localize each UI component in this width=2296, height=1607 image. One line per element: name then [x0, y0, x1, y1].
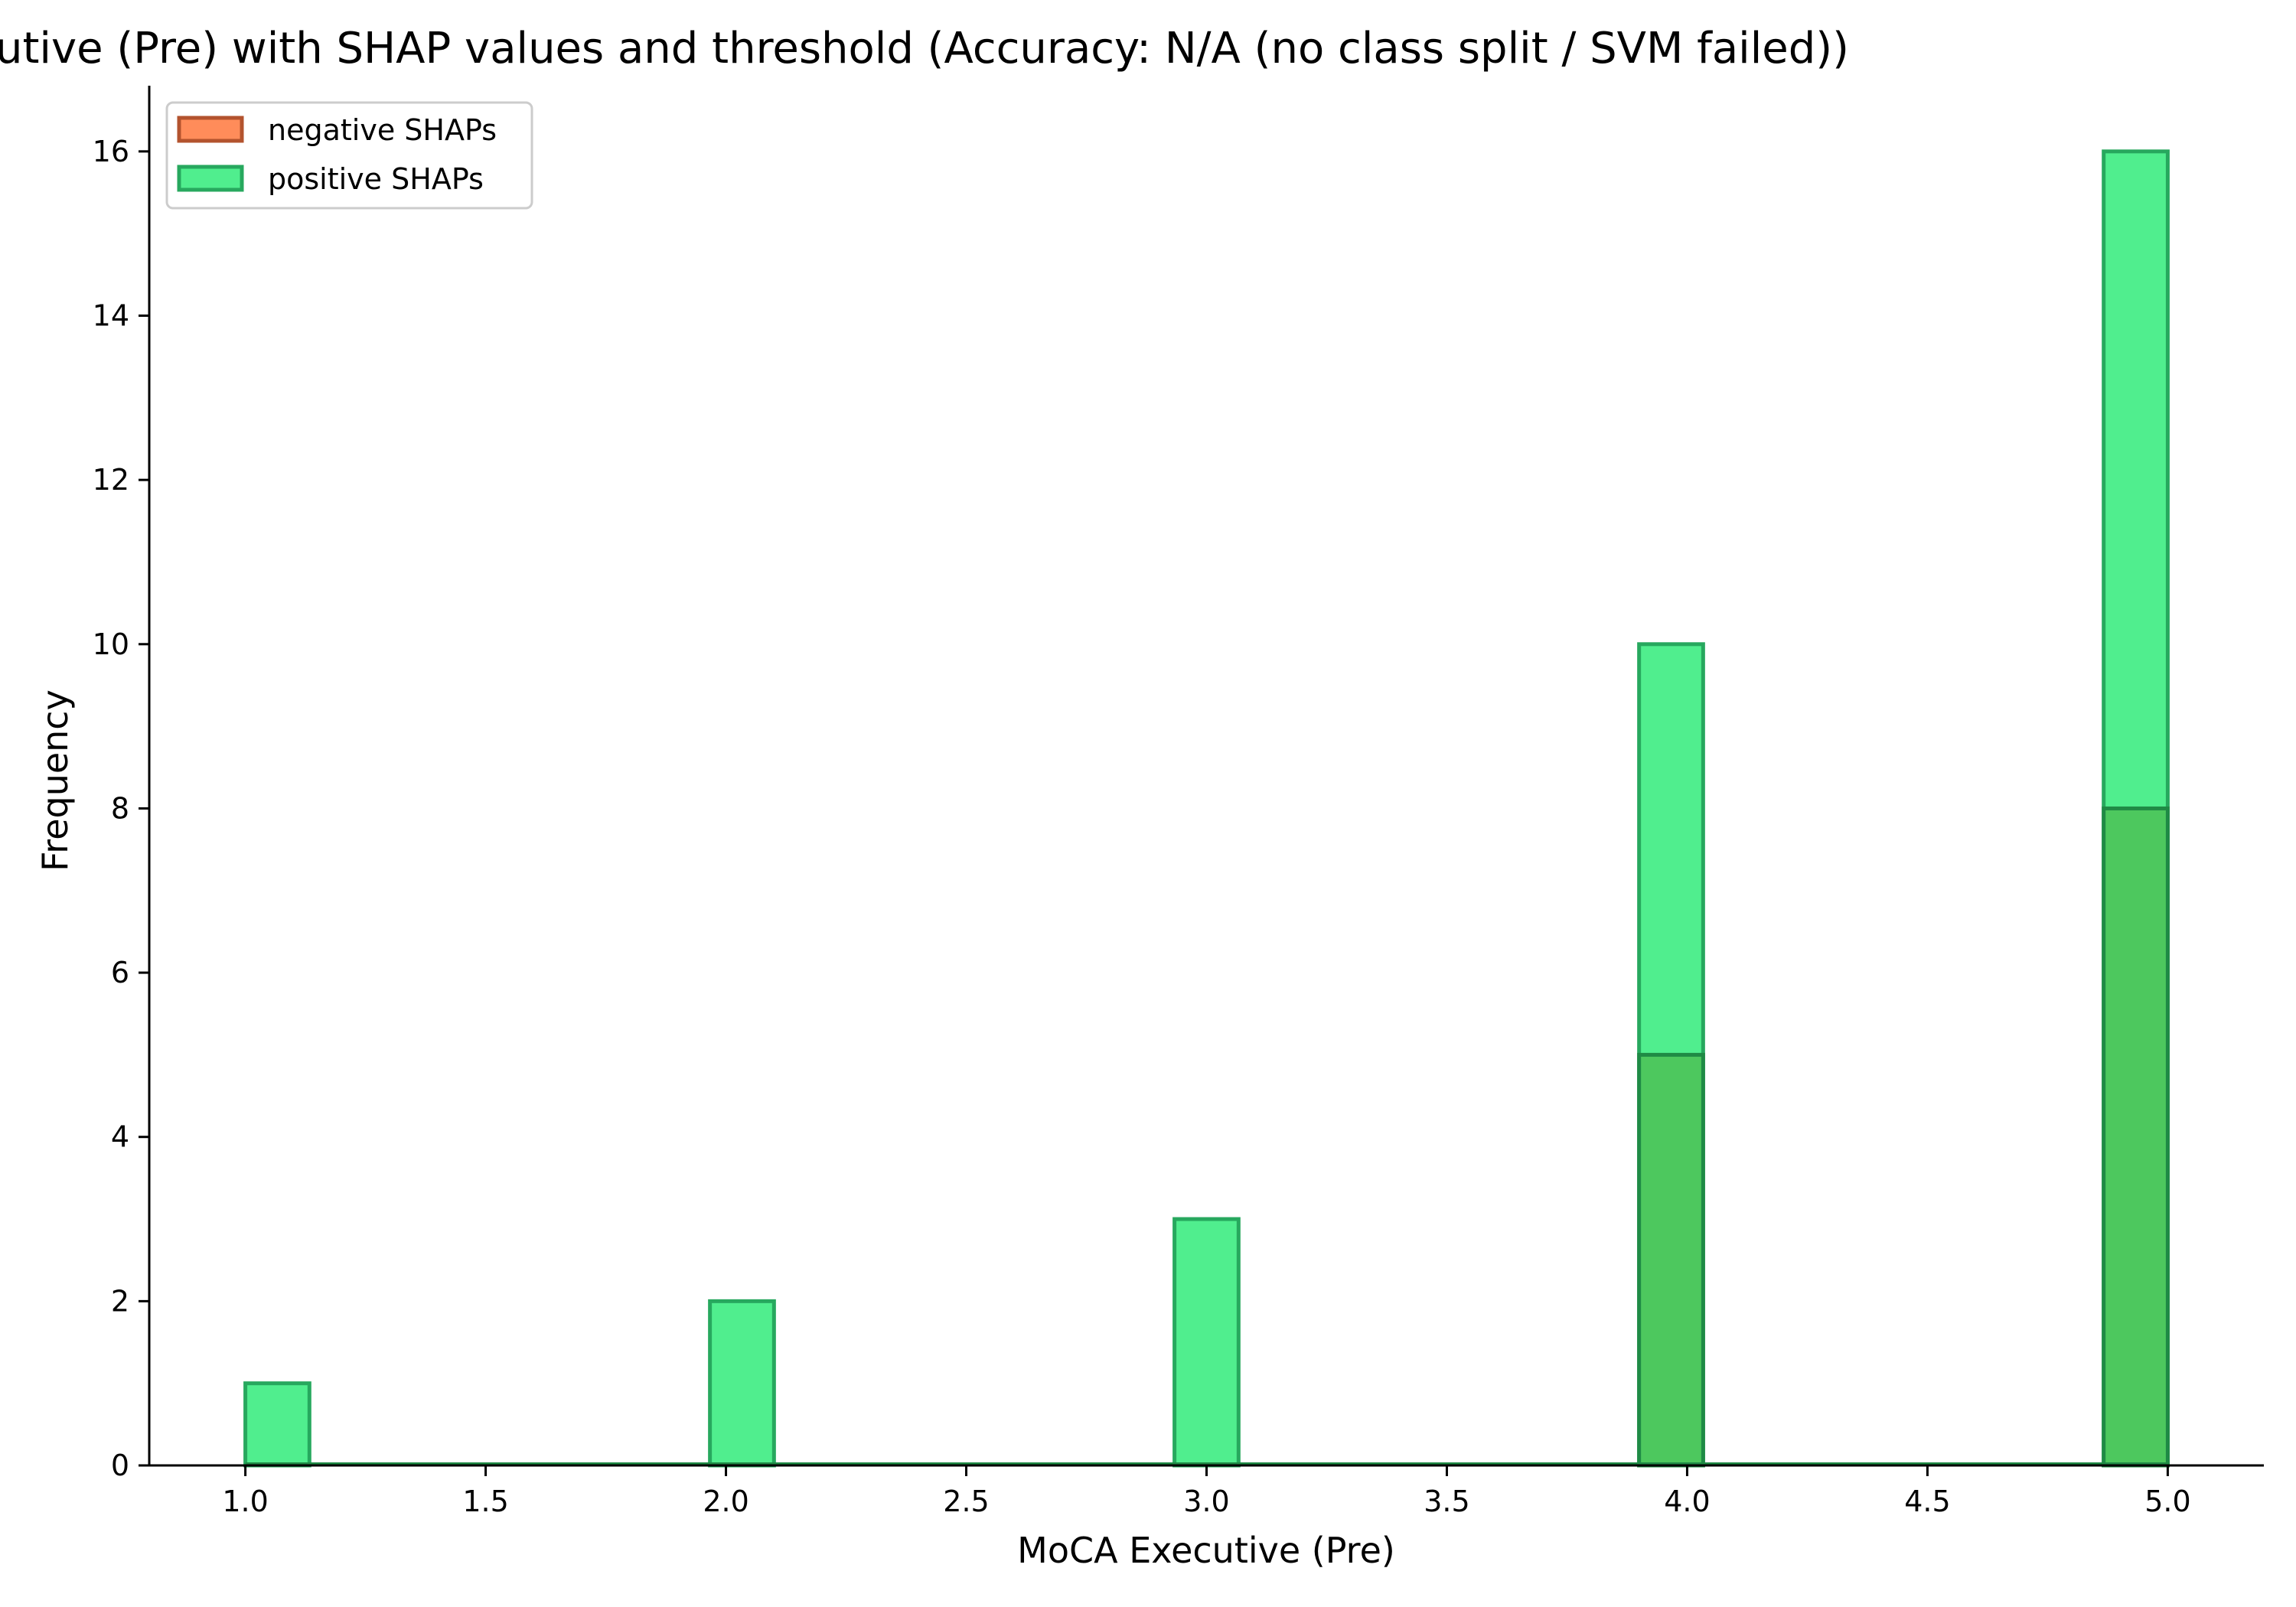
legend-label-negative: negative SHAPs: [268, 113, 497, 147]
x-tick-label: 1.5: [462, 1485, 508, 1518]
x-tick-label: 4.5: [1904, 1485, 1950, 1518]
legend-swatch-negative: [177, 116, 244, 143]
x-tick-label: 4.0: [1664, 1485, 1710, 1518]
x-tick-label: 5.0: [2144, 1485, 2190, 1518]
y-tick-label: 6: [111, 956, 129, 989]
y-tick-label: 14: [93, 299, 129, 333]
y-tick-label: 10: [93, 627, 129, 661]
x-tick-label: 3.5: [1424, 1485, 1469, 1518]
y-tick-label: 4: [111, 1120, 129, 1154]
axes-layer: 1.0 1.5 2.0 2.5 3.0 3.5 4.0 4.5 5.0 0 2 4 6 8 10 12 14 16: [93, 86, 2264, 1518]
bar-negative-shaps: [2102, 806, 2170, 1468]
legend-box: [165, 101, 533, 210]
x-tick-label: 2.5: [943, 1485, 989, 1518]
legend: negative SHAPs positive SHAPs: [165, 101, 533, 210]
legend-swatch-positive: [177, 165, 244, 192]
bar-positive-shaps: [708, 1299, 776, 1468]
y-tick-label: 8: [111, 791, 129, 825]
legend-label-positive: positive SHAPs: [268, 162, 484, 196]
bar-positive-shaps: [1172, 1217, 1241, 1468]
x-axis-label: MoCA Executive (Pre): [1017, 1530, 1395, 1571]
y-axis-label: Frequency: [34, 689, 76, 872]
y-tick-label: 0: [111, 1449, 129, 1482]
bar-positive-shaps: [243, 1381, 311, 1468]
y-tick-label: 12: [93, 463, 129, 497]
x-tick-label: 3.0: [1183, 1485, 1229, 1518]
x-tick-label: 2.0: [703, 1485, 748, 1518]
bars-layer: [243, 149, 2170, 1468]
x-tick-label: 1.0: [222, 1485, 268, 1518]
chart-title: Histogram of MoCA Executive (Pre) with S…: [0, 24, 1849, 73]
bar-negative-shaps: [1637, 1052, 1705, 1468]
y-tick-label: 16: [93, 135, 129, 168]
y-tick-label: 2: [111, 1284, 129, 1318]
